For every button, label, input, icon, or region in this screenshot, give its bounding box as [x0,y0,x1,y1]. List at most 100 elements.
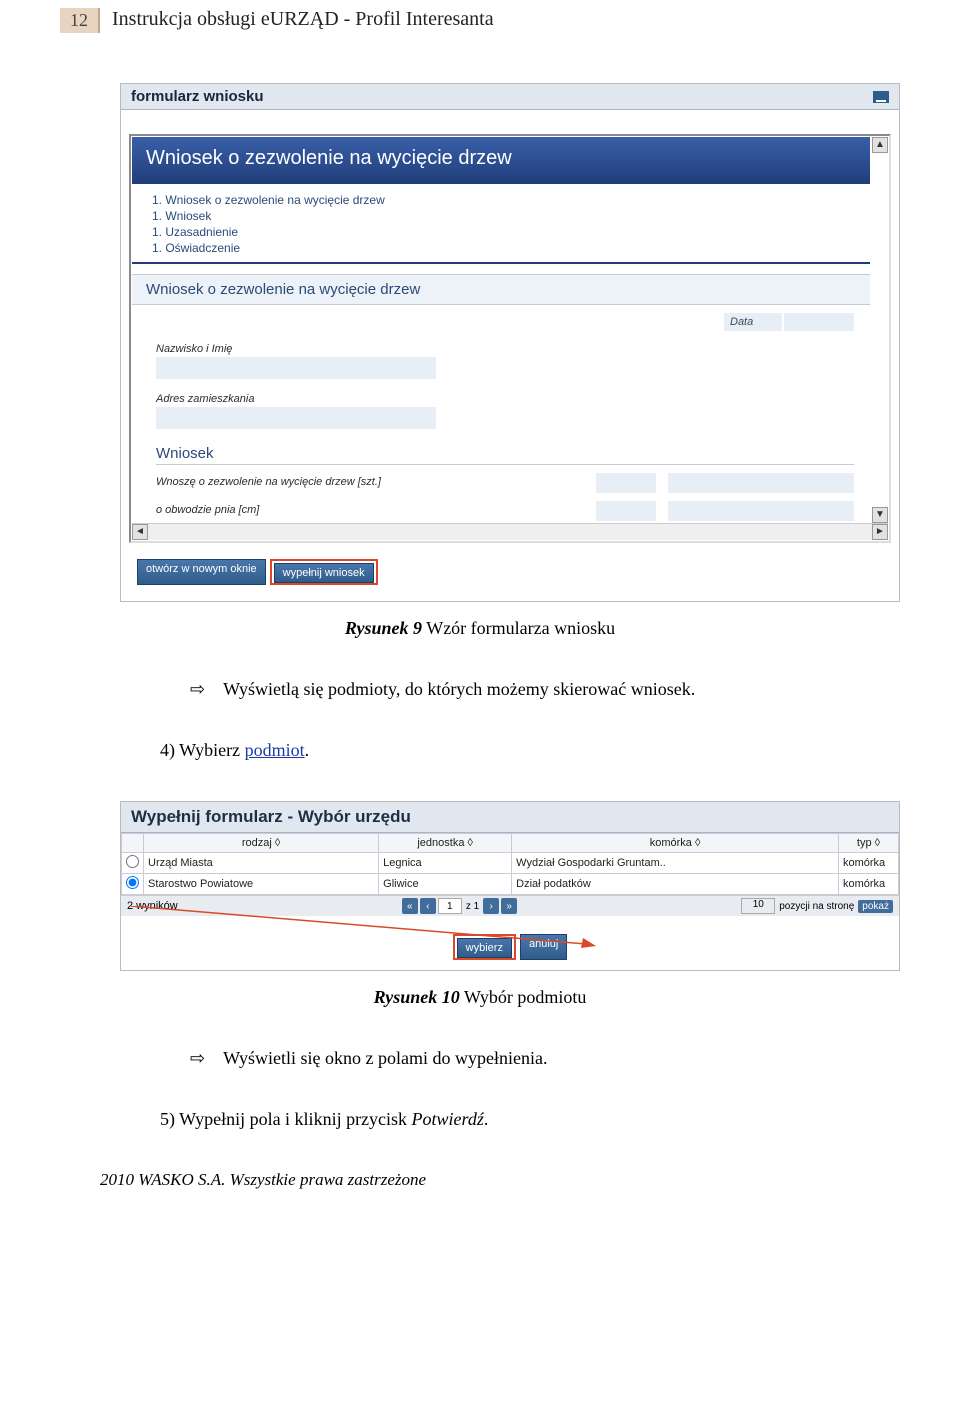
podmiot-link[interactable]: podmiot [245,740,305,760]
cell-jednostka: Legnica [379,853,512,874]
page-title: Instrukcja obsługi eURZĄD - Profil Inter… [112,8,494,31]
page-footer: 2010 WASKO S.A. Wszystkie prawa zastrzeż… [100,1170,960,1190]
page-number: 12 [60,8,100,33]
table-row[interactable]: Starostwo Powiatowe Gliwice Dział podatk… [122,874,899,895]
iframe-content: Wniosek o zezwolenie na wycięcie drzew 1… [132,137,888,521]
toc-item[interactable]: 1. Oświadczenie [152,240,850,256]
col-rodzaj[interactable]: rodzaj ◊ [144,834,379,853]
field-szt: Wnoszę o zezwolenie na wycięcie drzew [s… [156,473,854,493]
data-row: Data [156,313,854,331]
obwod-input[interactable] [596,501,656,521]
pager-of-label: z 1 [464,901,481,912]
field-label: o obwodzie pnia [cm] [156,501,576,521]
anuluj-button[interactable]: anuluj [520,934,567,960]
bullet-line: ⇨ Wyświetlą się podmioty, do których moż… [190,679,960,700]
form-area: Data Nazwisko i Imię Adres zamieszkania … [132,305,870,521]
per-page-select[interactable]: 10 [741,898,775,914]
table-row[interactable]: Urząd Miasta Legnica Wydział Gospodarki … [122,853,899,874]
toc-item[interactable]: 1. Wniosek [152,208,850,224]
arrow-icon: ⇨ [190,1048,205,1069]
per-page-label: pozycji na stronę [779,901,854,912]
radio-input[interactable] [126,855,139,868]
toc-item[interactable]: 1. Wniosek o zezwolenie na wycięcie drze… [152,192,850,208]
szt-input[interactable] [596,473,656,493]
cell-typ: komórka [839,853,899,874]
horizontal-scrollbar[interactable]: ◄ ► [132,523,888,540]
data-label: Data [724,313,784,331]
bullet-text: Wyświetli się okno z polami do wypełnien… [223,1048,547,1069]
wybierz-highlight: wybierz [453,934,516,960]
step-4: 4) Wybierz podmiot. [160,740,960,761]
radio-input[interactable] [126,876,139,889]
step-5: 5) Wypełnij pola i kliknij przycisk Potw… [160,1109,960,1130]
cell-komorka: Wydział Gospodarki Gruntam.. [512,853,839,874]
panel-header: Wypełnij formularz - Wybór urzędu [121,802,899,833]
section-title: Wniosek o zezwolenie na wycięcie drzew [132,274,870,305]
col-komorka[interactable]: komórka ◊ [512,834,839,853]
row-radio[interactable] [122,853,144,874]
pager-first-icon[interactable]: « [402,898,418,914]
field-adres: Adres zamieszkania [156,391,854,429]
table-footer: 2 wyników « ‹ z 1 › » 10 pozycji na stro… [121,895,899,916]
cell-rodzaj: Urząd Miasta [144,853,379,874]
screenshot-form-wniosku: formularz wniosku ▲ ▼ Wniosek o zezwolen… [120,83,900,602]
cell-jednostka: Gliwice [379,874,512,895]
scroll-down-icon[interactable]: ▼ [872,507,888,523]
page-header: 12 Instrukcja obsługi eURZĄD - Profil In… [0,0,960,33]
pager: « ‹ z 1 › » [402,898,517,914]
results-count: 2 wyników [127,900,178,912]
data-input[interactable] [784,313,854,331]
nazwisko-input[interactable] [156,357,436,379]
szt-extra-input[interactable] [668,473,854,493]
screenshot-wybor-urzedu: Wypełnij formularz - Wybór urzędu rodzaj… [120,801,900,971]
step-text: 5) Wypełnij pola i kliknij przycisk [160,1109,412,1129]
step-text: 4) Wybierz [160,740,245,760]
field-label: Nazwisko i Imię [156,341,854,357]
caption-10: Rysunek 10 Wybór podmiotu [0,987,960,1008]
step-italic: Potwierdź [412,1109,484,1129]
caption-9: Rysunek 9 Wzór formularza wniosku [0,618,960,639]
form-buttons: otwórz w nowym oknie wypełnij wniosek [129,543,891,593]
form-title: Wniosek o zezwolenie na wycięcie drzew [132,137,870,184]
step-after: . [484,1109,489,1129]
col-jednostka[interactable]: jednostka ◊ [379,834,512,853]
pokaz-button[interactable]: pokaż [858,900,893,913]
step-after: . [305,740,310,760]
wybierz-button[interactable]: wybierz [457,938,512,958]
panel-title: formularz wniosku [131,88,264,105]
table-header-row: rodzaj ◊ jednostka ◊ komórka ◊ typ ◊ [122,834,899,853]
bullet-line: ⇨ Wyświetli się okno z polami do wypełni… [190,1048,960,1069]
pager-page-input[interactable] [438,898,462,914]
toc-item[interactable]: 1. Uzasadnienie [152,224,850,240]
fill-form-button[interactable]: wypełnij wniosek [274,563,374,583]
row-radio[interactable] [122,874,144,895]
cell-typ: komórka [839,874,899,895]
field-nazwisko: Nazwisko i Imię [156,341,854,379]
iframe-frame: ▲ ▼ Wniosek o zezwolenie na wycięcie drz… [129,134,891,543]
caption-label: Rysunek 10 [374,987,460,1007]
open-new-window-button[interactable]: otwórz w nowym oknie [137,559,266,585]
minimize-icon[interactable] [873,91,889,103]
pager-last-icon[interactable]: » [501,898,517,914]
field-label: Wnoszę o zezwolenie na wycięcie drzew [s… [156,473,576,493]
obwod-extra-input[interactable] [668,501,854,521]
field-obwod: o obwodzie pnia [cm] [156,501,854,521]
cell-komorka: Dział podatków [512,874,839,895]
fill-form-highlight: wypełnij wniosek [270,559,378,585]
form-toc: 1. Wniosek o zezwolenie na wycięcie drze… [132,184,870,264]
col-typ[interactable]: typ ◊ [839,834,899,853]
pager-next-icon[interactable]: › [483,898,499,914]
col-radio [122,834,144,853]
cell-rodzaj: Starostwo Powiatowe [144,874,379,895]
scroll-left-icon[interactable]: ◄ [132,524,148,540]
adres-input[interactable] [156,407,436,429]
pager-prev-icon[interactable]: ‹ [420,898,436,914]
bullet-text: Wyświetlą się podmioty, do których możem… [223,679,695,700]
caption-label: Rysunek 9 [345,618,422,638]
scroll-right-icon[interactable]: ► [872,524,888,540]
panel-body: ▲ ▼ Wniosek o zezwolenie na wycięcie drz… [121,110,899,601]
arrow-icon: ⇨ [190,679,205,700]
panel-header: formularz wniosku [121,84,899,110]
wniosek-subheader: Wniosek [156,441,854,465]
scroll-up-icon[interactable]: ▲ [872,137,888,153]
